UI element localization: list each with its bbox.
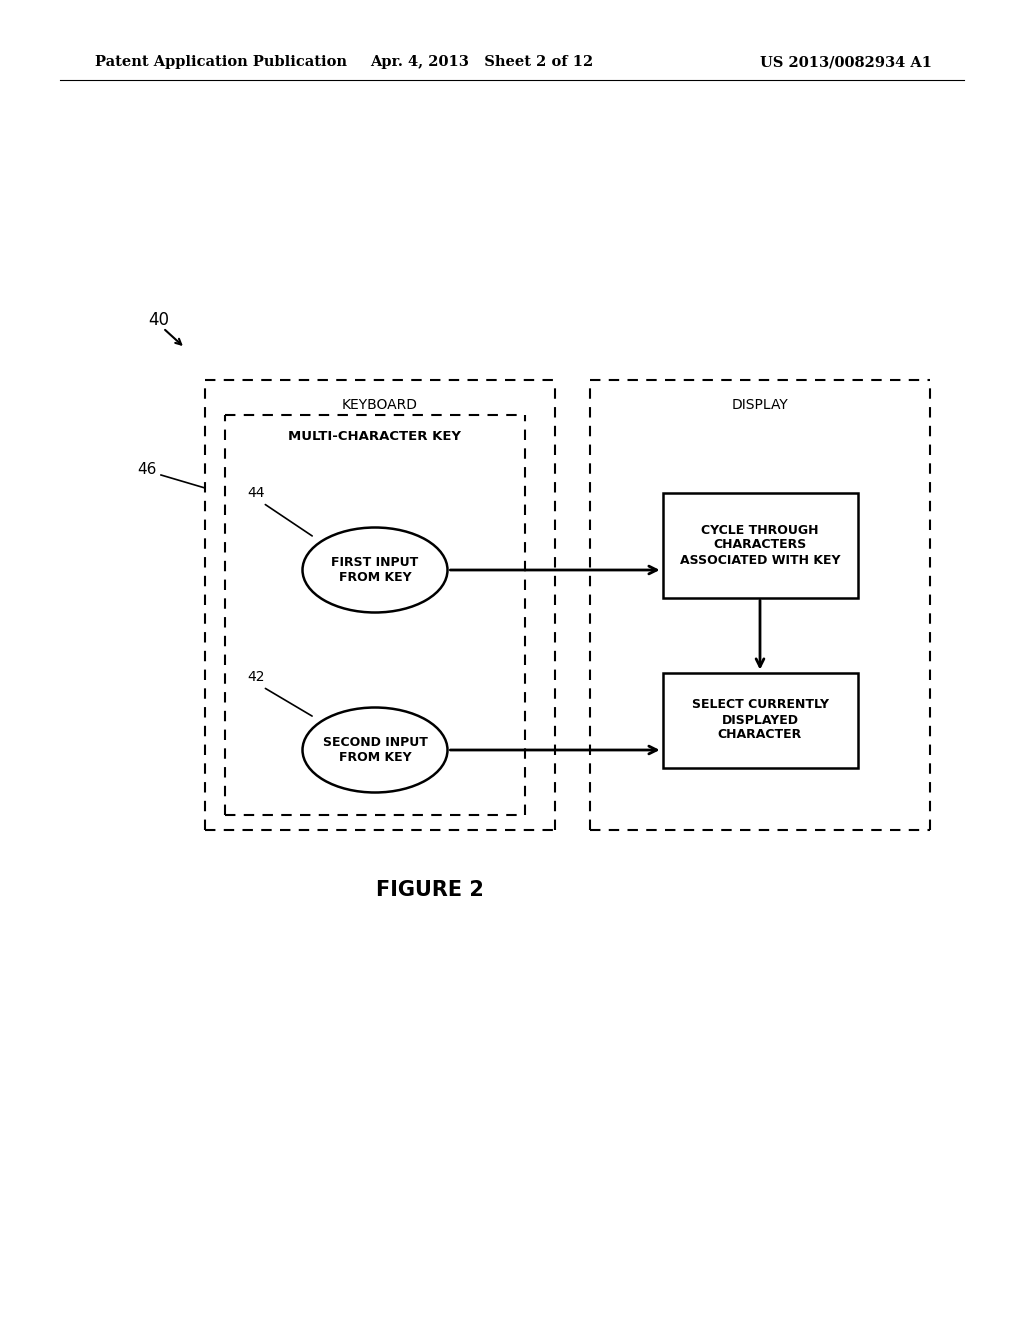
Text: Apr. 4, 2013   Sheet 2 of 12: Apr. 4, 2013 Sheet 2 of 12 <box>370 55 593 69</box>
Text: KEYBOARD: KEYBOARD <box>342 399 418 412</box>
Text: FIGURE 2: FIGURE 2 <box>376 880 484 900</box>
Text: 44: 44 <box>247 486 264 500</box>
Ellipse shape <box>302 528 447 612</box>
Text: DISPLAY: DISPLAY <box>731 399 788 412</box>
Text: FIRST INPUT
FROM KEY: FIRST INPUT FROM KEY <box>332 556 419 583</box>
Bar <box>663 672 857 767</box>
Text: MULTI-CHARACTER KEY: MULTI-CHARACTER KEY <box>289 430 462 444</box>
Ellipse shape <box>302 708 447 792</box>
Text: 46: 46 <box>137 462 157 478</box>
Text: CYCLE THROUGH
CHARACTERS
ASSOCIATED WITH KEY: CYCLE THROUGH CHARACTERS ASSOCIATED WITH… <box>680 524 841 566</box>
Text: Patent Application Publication: Patent Application Publication <box>95 55 347 69</box>
Bar <box>663 492 857 598</box>
Text: 42: 42 <box>247 671 264 684</box>
Text: 40: 40 <box>148 312 169 329</box>
Text: SECOND INPUT
FROM KEY: SECOND INPUT FROM KEY <box>323 737 427 764</box>
Text: SELECT CURRENTLY
DISPLAYED
CHARACTER: SELECT CURRENTLY DISPLAYED CHARACTER <box>691 698 828 742</box>
Text: US 2013/0082934 A1: US 2013/0082934 A1 <box>760 55 932 69</box>
